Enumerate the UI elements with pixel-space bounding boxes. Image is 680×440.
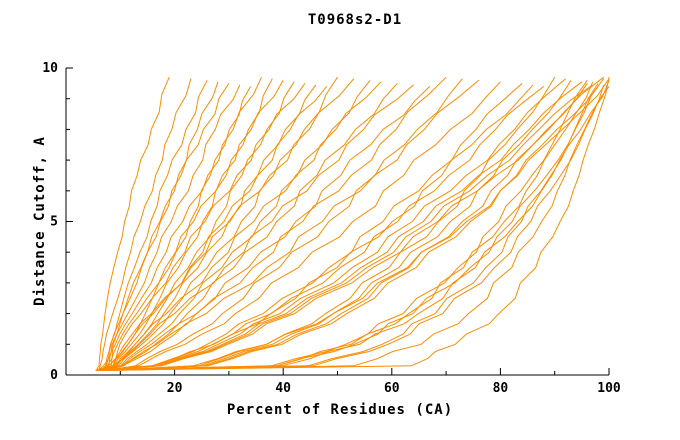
model-curve [98,81,583,371]
model-curve [98,83,523,371]
model-curve [103,76,447,371]
model-curve [106,79,371,371]
model-curve [101,76,338,371]
model-curve [95,78,610,371]
model-curve [95,77,610,371]
model-curve [106,76,556,371]
model-curve [103,84,593,371]
model-curve [100,80,208,371]
y-tick-label: 0 [50,368,58,383]
model-curve [95,80,572,371]
model-curve [98,78,192,371]
model-curve [98,86,327,371]
model-curve [95,84,317,371]
x-tick-label: 20 [167,381,183,396]
model-curve [95,83,398,371]
y-tick-label: 10 [42,61,58,76]
model-curve [98,80,588,371]
model-curve [109,76,604,371]
model-curve [101,78,273,371]
model-curve [101,86,431,371]
x-axis-label: Percent of Residues (CA) [226,402,454,418]
model-curve [95,77,170,371]
model-curve [106,78,463,371]
model-curve [101,84,534,371]
y-tick-label: 5 [50,215,58,230]
model-curve [98,78,605,371]
model-curve [103,78,355,371]
x-tick-label: 40 [275,381,291,396]
model-curve [106,83,230,371]
model-curve [95,81,501,371]
model-curve [109,79,480,371]
model-curve [109,86,610,371]
model-curve [101,80,610,371]
model-curve [98,84,414,371]
model-curve [106,84,605,371]
x-tick-label: 100 [597,381,621,396]
model-curve [103,86,545,371]
x-tick-label: 80 [493,381,509,396]
model-curve [106,86,599,371]
model-curve [98,76,262,371]
x-tick-label: 60 [384,381,400,396]
model-curve [109,78,566,371]
chart-title: T0968s2-D1 [307,12,403,28]
model-curve [103,80,284,371]
model-curve [106,81,295,371]
